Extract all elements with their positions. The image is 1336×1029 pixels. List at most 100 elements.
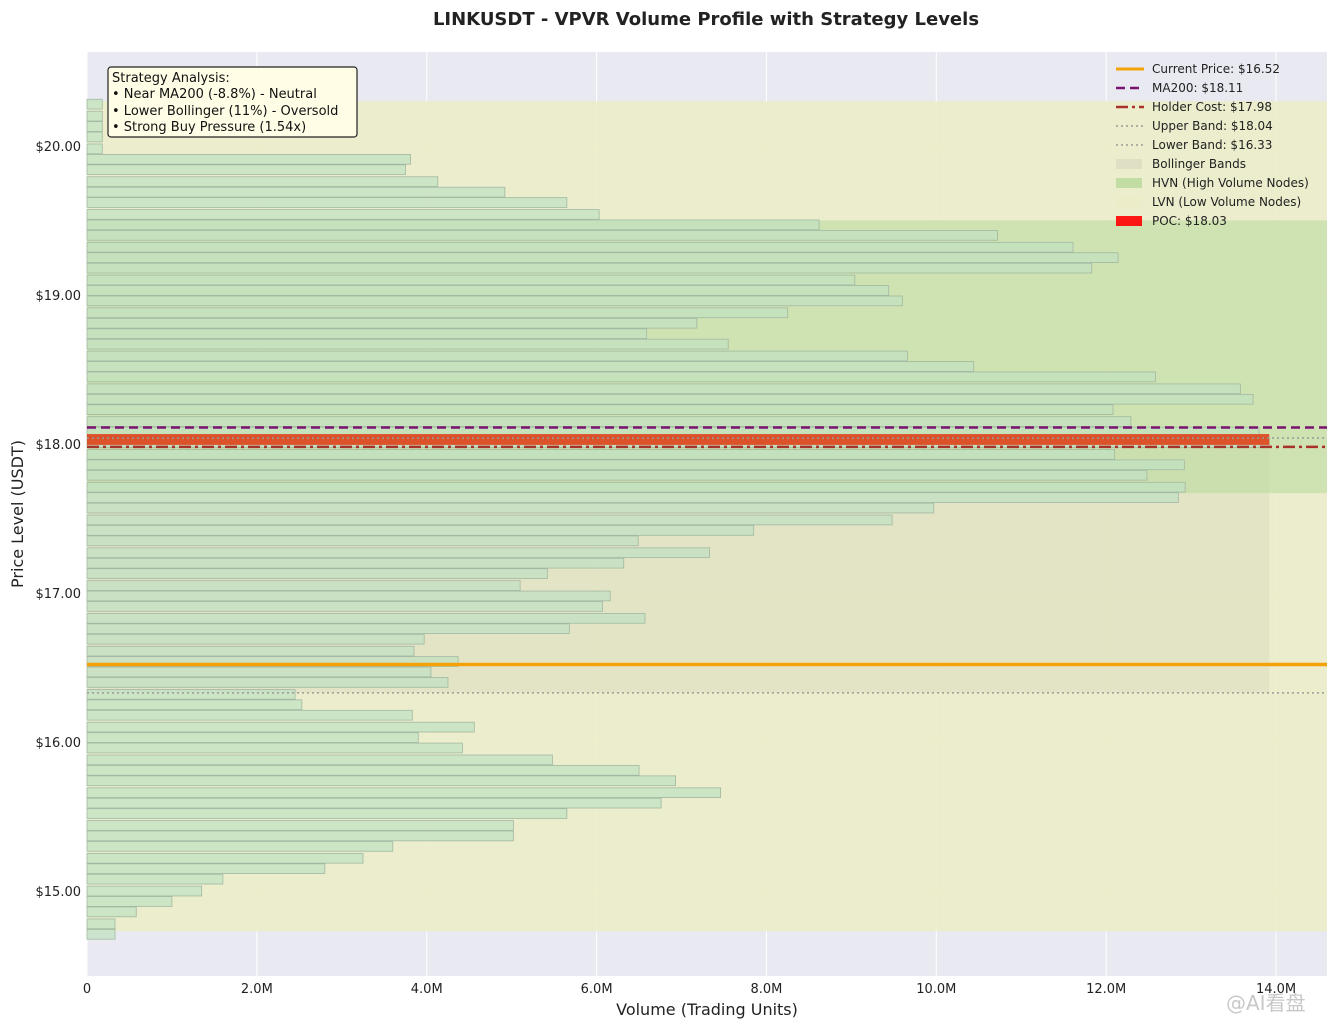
legend-swatch	[1116, 216, 1142, 226]
volume-bar	[86, 841, 394, 852]
volume-bar	[86, 699, 303, 711]
volume-bar	[86, 209, 600, 220]
x-tick-label: 8.0M	[751, 982, 783, 997]
y-tick-label: $19.00	[36, 289, 82, 304]
level-lines	[87, 426, 1327, 694]
volume-bar	[86, 143, 103, 155]
x-tick-label: 0	[83, 982, 91, 997]
x-tick-label: 2.0M	[241, 982, 273, 997]
x-tick-label: 6.0M	[581, 982, 613, 997]
volume-bar	[86, 459, 1185, 471]
volume-bar	[86, 514, 893, 526]
volume-bar	[86, 361, 975, 372]
legend-entry: LVN (Low Volume Nodes)	[1152, 195, 1301, 209]
volume-bar	[86, 885, 203, 897]
volume-bar	[86, 557, 625, 569]
volume-bar	[86, 186, 506, 198]
volume-bar	[86, 525, 755, 536]
poc-bar	[87, 434, 1270, 445]
volume-bar	[86, 121, 103, 132]
volume-bar	[86, 666, 432, 678]
volume-bar	[86, 568, 548, 579]
volume-bar	[86, 732, 419, 743]
volume-bar	[86, 393, 1254, 405]
annotation-line: • Lower Bollinger (11%) - Oversold	[112, 104, 338, 119]
volume-bar	[86, 98, 103, 110]
volume-bar	[86, 317, 698, 329]
volume-bar	[86, 416, 1132, 427]
volume-bar	[86, 742, 463, 754]
legend-entry: POC: $18.03	[1152, 214, 1227, 228]
legend-entry: HVN (High Volume Nodes)	[1152, 176, 1309, 190]
volume-bar	[86, 176, 439, 187]
volume-bar	[86, 863, 326, 874]
volume-bar	[86, 164, 406, 176]
volume-bar	[86, 154, 411, 165]
volume-bar	[86, 547, 710, 559]
volume-bar	[86, 404, 1114, 415]
y-tick-label: $17.00	[36, 587, 82, 602]
volume-bar	[86, 230, 998, 241]
volume-bar	[86, 765, 640, 776]
volume-bar	[86, 896, 173, 907]
volume-bar	[86, 262, 1093, 274]
annotation-frame	[107, 66, 358, 138]
volume-bar	[86, 252, 1119, 263]
volume-bar	[86, 677, 449, 688]
volume-bar	[86, 709, 413, 721]
legend-entry: Lower Band: $16.33	[1152, 138, 1272, 152]
volume-bar	[86, 590, 611, 602]
volume-bar	[86, 906, 137, 918]
volume-bar	[86, 797, 662, 809]
x-tick-label: 14.0M	[1256, 982, 1296, 997]
y-tick-label: $20.00	[36, 140, 82, 155]
volume-bar	[86, 371, 1156, 383]
volume-bar	[86, 613, 646, 624]
volume-bar	[86, 350, 908, 362]
volume-bar	[86, 492, 1179, 503]
volume-bar	[86, 787, 721, 798]
volume-bar	[86, 481, 1186, 493]
volume-bar	[86, 241, 1074, 253]
legend-entry: Holder Cost: $17.98	[1152, 100, 1272, 114]
volume-bar	[86, 197, 568, 208]
volume-bar	[86, 580, 521, 591]
volume-bar	[86, 918, 116, 930]
annotation-title: Strategy Analysis:	[112, 71, 230, 86]
volume-bar	[86, 110, 103, 122]
volume-bar	[86, 689, 296, 700]
volume-bars	[86, 98, 1270, 940]
x-axis-ticks: 0 2.0M 4.0M 6.0M 8.0M 10.0M 12.0M 14.0M	[83, 982, 1296, 997]
x-tick-label: 12.0M	[1086, 982, 1126, 997]
legend-entry: Current Price: $16.52	[1152, 62, 1280, 76]
annotation-line: • Strong Buy Pressure (1.54x)	[112, 120, 306, 135]
y-tick-label: $16.00	[36, 736, 82, 751]
legend-swatch	[1116, 197, 1142, 207]
volume-bar	[86, 721, 475, 733]
y-tick-label: $18.00	[36, 438, 82, 453]
x-tick-label: 10.0M	[916, 982, 956, 997]
volume-bar	[86, 535, 639, 547]
volume-bar	[86, 328, 648, 339]
chart-title: LINKUSDT - VPVR Volume Profile with Stra…	[433, 9, 979, 30]
legend-entry: Bollinger Bands	[1152, 157, 1246, 171]
volume-bar	[86, 502, 935, 514]
volume-bar	[86, 928, 116, 940]
volume-bar	[86, 307, 789, 319]
volume-bar	[86, 873, 224, 885]
volume-bar	[86, 852, 364, 864]
volume-bar	[86, 383, 1241, 395]
strategy-annotation-box: Strategy Analysis: • Near MA200 (-8.8%) …	[107, 66, 358, 138]
annotation-line: • Near MA200 (-8.8%) - Neutral	[112, 87, 317, 102]
watermark: @AI看盘	[1226, 991, 1306, 1015]
volume-bar	[86, 645, 415, 657]
y-axis-label: Price Level (USDT)	[8, 440, 27, 588]
volume-bar	[86, 338, 729, 350]
volume-bar	[86, 754, 553, 766]
volume-bar	[86, 219, 820, 231]
legend-swatch	[1116, 178, 1142, 188]
y-tick-label: $15.00	[36, 885, 82, 900]
legend-entry: Upper Band: $18.04	[1152, 119, 1273, 133]
volume-bar	[86, 295, 903, 307]
